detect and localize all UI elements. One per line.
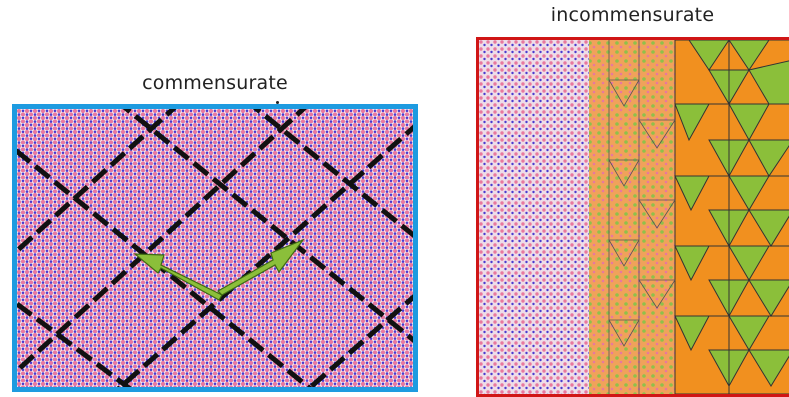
- fine-lattice-region: [479, 40, 589, 394]
- atomic-lattice-background: [17, 109, 413, 387]
- moire-dashed-lines: [17, 109, 413, 387]
- commensurate-panel: [12, 104, 418, 392]
- incommensurate-label: incommensurate: [550, 4, 715, 26]
- lattice-vector-arrows-icon: [133, 238, 305, 301]
- mid-tiling-outlines: [608, 40, 676, 394]
- commensurate-lattice-figure: [17, 109, 413, 387]
- commensurate-label: commensurate: [142, 72, 288, 94]
- stray-dot-mark: [276, 101, 279, 104]
- square-triangle-tiling: [674, 40, 789, 394]
- incommensurate-panel: [476, 37, 789, 397]
- incommensurate-quasicrystal-figure: [479, 40, 789, 394]
